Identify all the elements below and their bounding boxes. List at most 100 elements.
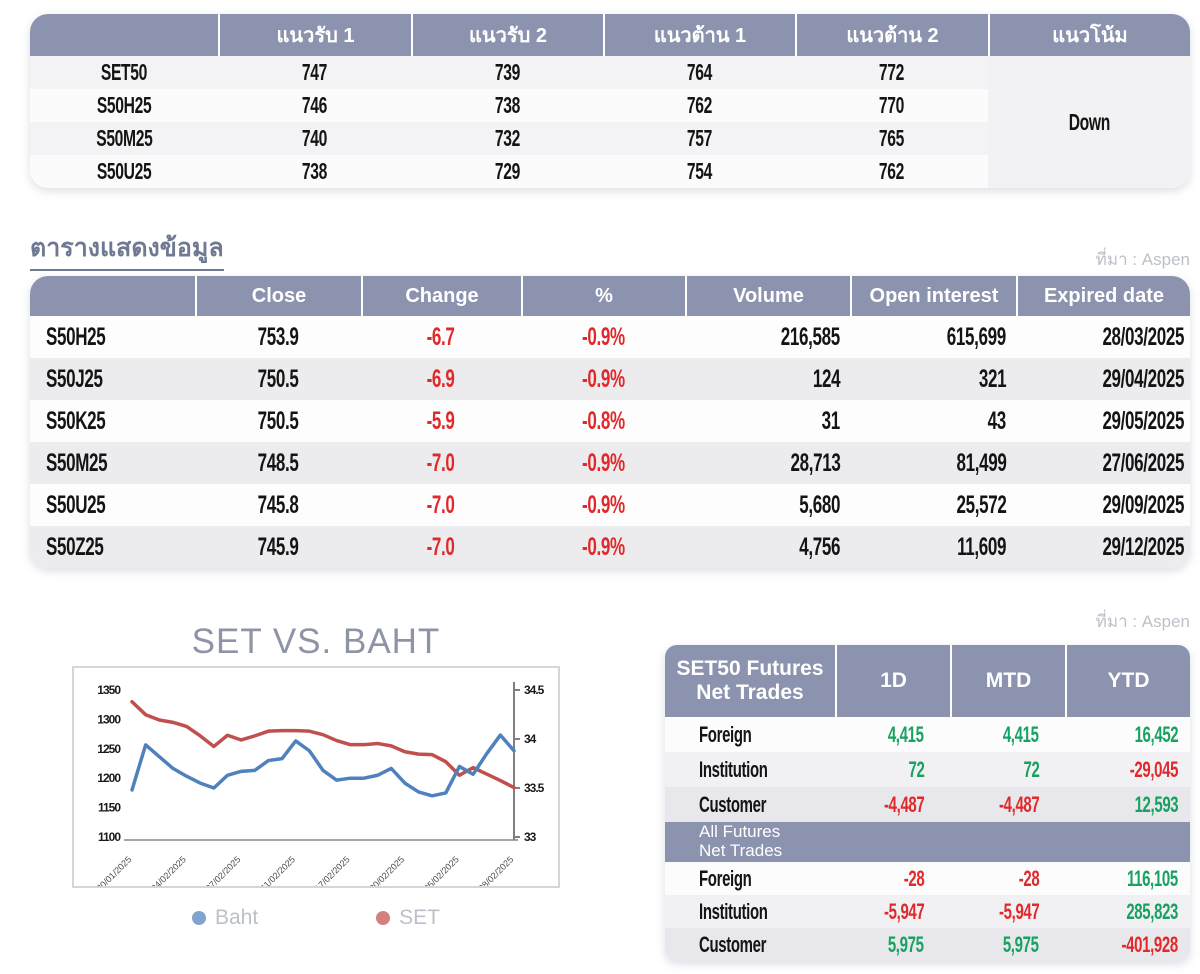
source-label-top: ที่มา : Aspen [1095, 250, 1190, 269]
support2-header: แนวรับ 2 [411, 14, 603, 56]
set-series-swatch [376, 911, 391, 925]
expired-date-value: 28/03/2025 [1016, 316, 1190, 358]
close-value: 750.5 [195, 400, 361, 442]
futures-quotes-table: Close Change % Volume Open interest Expi… [30, 276, 1190, 568]
resistance2-value: 762 [795, 155, 988, 188]
baht-series-label: Baht [214, 906, 259, 929]
net-mtd: -5,947 [950, 895, 1065, 928]
support2-value: 738 [411, 89, 603, 122]
resistance1-value: 754 [603, 155, 795, 188]
net-1d: 4,415 [835, 717, 950, 752]
svg-text:1100: 1100 [98, 830, 121, 844]
chart-title: SET VS. BAHT [191, 622, 441, 661]
support-table-corner [30, 14, 218, 56]
support-resistance-table: แนวรับ 1 แนวรับ 2 แนวต้าน 1 แนวต้าน 2 แน… [30, 14, 1190, 188]
net-ytd: 12,593 [1065, 787, 1190, 822]
svg-text:1300: 1300 [97, 712, 121, 726]
support2-value: 729 [411, 155, 603, 188]
contract-label: S50J25 [30, 358, 195, 400]
net-ytd: 16,452 [1065, 717, 1190, 752]
expired-date-value: 29/04/2025 [1016, 358, 1190, 400]
open-interest-value: 321 [850, 358, 1016, 400]
trend-header: แนวโน้ม [988, 14, 1190, 56]
net-mtd: 72 [950, 752, 1065, 787]
open-interest-value: 43 [850, 400, 1016, 442]
expired-date-value: 29/12/2025 [1016, 526, 1190, 568]
percent-value: -0.9% [521, 358, 685, 400]
svg-text:1150: 1150 [98, 801, 121, 815]
close-value: 745.8 [195, 484, 361, 526]
legend-item-set: SET [376, 906, 440, 930]
investor-label: Customer [665, 928, 835, 961]
col-ytd-header: YTD [1065, 645, 1190, 717]
change-value: -7.0 [361, 442, 521, 484]
net-mtd: -28 [950, 862, 1065, 895]
svg-text:1350: 1350 [97, 683, 121, 697]
support1-value: 740 [218, 122, 411, 155]
expired-date-value: 29/09/2025 [1016, 484, 1190, 526]
expired-date-header: Expired date [1016, 276, 1190, 316]
all-futures-band [950, 822, 1065, 862]
support1-value: 747 [218, 56, 411, 89]
net-1d: -4,487 [835, 787, 950, 822]
set-baht-chart: 1350 1300 1250 1200 1150 1100 34.5 34 33.5 33 30/0… [72, 666, 560, 893]
resistance1-value: 764 [603, 56, 795, 89]
baht-series-swatch [191, 911, 206, 925]
set50-net-trades-header: SET50 Futures Net Trades [665, 645, 835, 717]
change-value: -6.7 [361, 316, 521, 358]
net-1d: 5,975 [835, 928, 950, 961]
close-value: 750.5 [195, 358, 361, 400]
svg-text:1200: 1200 [97, 771, 121, 785]
contract-label: S50Z25 [30, 526, 195, 568]
open-interest-value: 81,499 [850, 442, 1016, 484]
source-label-bottom: ที่มา : Aspen [1095, 612, 1190, 631]
contract-label: S50H25 [30, 316, 195, 358]
net-mtd: -4,487 [950, 787, 1065, 822]
investor-label: Institution [665, 752, 835, 787]
all-futures-band [1065, 822, 1190, 862]
percent-value: -0.9% [521, 442, 685, 484]
svg-text:11/02/2025: 11/02/2025 [259, 854, 297, 886]
open-interest-header: Open interest [850, 276, 1016, 316]
svg-text:33: 33 [524, 830, 537, 844]
resistance1-header: แนวต้าน 1 [603, 14, 795, 56]
net-1d: -5,947 [835, 895, 950, 928]
percent-header: % [521, 276, 685, 316]
investor-label: Institution [665, 895, 835, 928]
open-interest-value: 11,609 [850, 526, 1016, 568]
change-header: Change [361, 276, 521, 316]
svg-text:1250: 1250 [97, 742, 121, 756]
open-interest-value: 615,699 [850, 316, 1016, 358]
row-label: SET50 [30, 56, 218, 89]
row-label: S50U25 [30, 155, 218, 188]
all-futures-net-trades-header: All Futures Net Trades [665, 822, 835, 862]
support1-value: 738 [218, 155, 411, 188]
volume-value: 31 [685, 400, 850, 442]
contract-label: S50K25 [30, 400, 195, 442]
resistance2-value: 772 [795, 56, 988, 89]
volume-value: 5,680 [685, 484, 850, 526]
svg-text:28/02/2025: 28/02/2025 [476, 854, 515, 886]
set-series-label: SET [399, 906, 441, 929]
net-ytd: 116,105 [1065, 862, 1190, 895]
legend-item-baht: Baht [191, 906, 259, 930]
change-value: -7.0 [361, 484, 521, 526]
net-ytd: -29,045 [1065, 752, 1190, 787]
investor-label: Customer [665, 787, 835, 822]
col-1d-header: 1D [835, 645, 950, 717]
expired-date-value: 27/06/2025 [1016, 442, 1190, 484]
net-mtd: 5,975 [950, 928, 1065, 961]
close-value: 745.9 [195, 526, 361, 568]
close-value: 753.9 [195, 316, 361, 358]
percent-value: -0.8% [521, 400, 685, 442]
net-ytd: -401,928 [1065, 928, 1190, 961]
volume-header: Volume [685, 276, 850, 316]
net-ytd: 285,823 [1065, 895, 1190, 928]
svg-text:17/02/2025: 17/02/2025 [313, 854, 352, 886]
close-header: Close [195, 276, 361, 316]
change-value: -6.9 [361, 358, 521, 400]
percent-value: -0.9% [521, 526, 685, 568]
support1-value: 746 [218, 89, 411, 122]
svg-text:30/01/2025: 30/01/2025 [94, 854, 133, 886]
